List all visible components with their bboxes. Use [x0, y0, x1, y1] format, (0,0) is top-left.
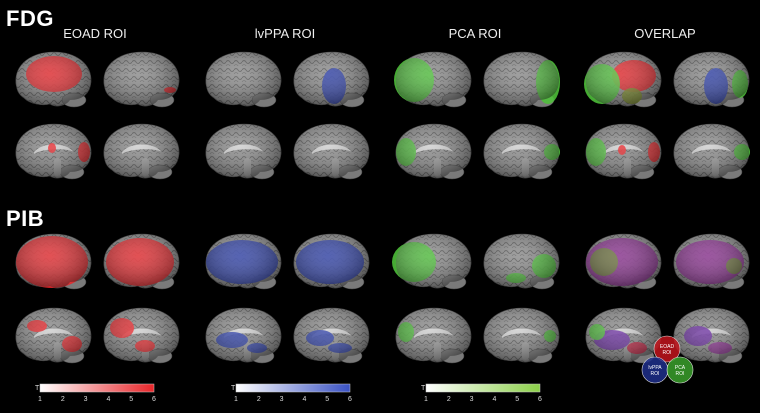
colorbar-tick-2-2: 3	[470, 396, 474, 403]
brain-ML-fdg-col0	[15, 123, 92, 180]
brain-ML-pib-col2	[395, 307, 472, 364]
colorbar-gradient-0	[39, 383, 155, 393]
brain-MR-fdg-col0	[103, 123, 180, 180]
colorbar-tick-2-0: 1	[424, 396, 428, 403]
brain-ML-pib-col3	[585, 307, 662, 364]
fdg-section-label: FDG	[6, 6, 54, 31]
colorbar-tick-2-4: 5	[515, 396, 519, 403]
colorbar-gradient-2	[425, 383, 541, 393]
brain-L-pib-col2	[392, 233, 472, 290]
brain-L-pib-col0	[15, 233, 92, 290]
brain-L-pib-col3	[585, 233, 662, 290]
colorbar-0: T 1 2 3 4 5 6	[35, 383, 156, 403]
brain-R-fdg-col1	[293, 51, 370, 108]
colorbar-tick-2-3: 4	[492, 396, 496, 403]
brain-ML-pib-col0	[15, 307, 92, 364]
brain-R-fdg-col2	[483, 51, 560, 108]
brain-R-pib-col0	[103, 233, 180, 290]
colorbar-gradient-1	[235, 383, 351, 393]
brain-MR-pib-col3	[673, 307, 750, 364]
column-header-lvppa: lvPPA ROI	[254, 26, 316, 41]
colorbar-tick-1-3: 4	[302, 396, 306, 403]
venn-label-2-line2: ROI	[676, 371, 685, 377]
brain-L-fdg-col2	[394, 51, 472, 108]
brain-MR-fdg-col2	[483, 123, 560, 180]
brain-L-fdg-col3	[584, 51, 662, 108]
colorbar-tick-1-1: 2	[257, 396, 261, 403]
column-header-overlap: OVERLAP	[634, 26, 696, 41]
venn-label-0-line2: ROI	[663, 350, 672, 356]
venn-label-0-line1: EOAD	[660, 344, 675, 350]
colorbar-tick-0-5: 6	[152, 396, 156, 403]
colorbar-axis-label-1: T	[231, 385, 236, 392]
brain-MR-fdg-col1	[293, 123, 370, 180]
venn-label-2-line1: PCA	[675, 365, 686, 371]
brain-L-fdg-col0	[15, 51, 92, 108]
brain-ML-pib-col1	[205, 307, 282, 364]
colorbar-tick-0-2: 3	[84, 396, 88, 403]
brain-MR-pib-col2	[483, 307, 560, 364]
colorbar-tick-2-5: 6	[538, 396, 542, 403]
colorbar-axis-label-0: T	[35, 385, 40, 392]
brain-L-pib-col1	[205, 233, 282, 290]
brain-MR-pib-col0	[103, 307, 180, 364]
colorbar-1: T 1 2 3 4 5 6	[231, 383, 352, 403]
colorbar-tick-0-0: 1	[38, 396, 42, 403]
colorbar-tick-1-5: 6	[348, 396, 352, 403]
brain-R-pib-col2	[483, 233, 560, 290]
brain-MR-pib-col1	[293, 307, 370, 364]
colorbar-2: T 1 2 3 4 5 6	[421, 383, 542, 403]
colorbar-tick-1-2: 3	[280, 396, 284, 403]
brain-R-pib-col3	[673, 233, 750, 290]
colorbar-tick-1-0: 1	[234, 396, 238, 403]
column-header-pca: PCA ROI	[448, 26, 502, 41]
brain-R-fdg-col0	[103, 51, 180, 108]
brain-R-fdg-col3	[673, 51, 750, 108]
column-header-eoad: EOAD ROI	[63, 26, 127, 41]
brain-MR-fdg-col3	[673, 123, 750, 180]
pib-section-label: PIB	[6, 206, 45, 231]
colorbar-tick-1-4: 5	[325, 396, 329, 403]
colorbar-axis-label-2: T	[421, 385, 426, 392]
brain-ML-fdg-col3	[585, 123, 662, 180]
brain-ML-fdg-col1	[205, 123, 282, 180]
brain-L-fdg-col1	[205, 51, 282, 108]
brain-R-pib-col1	[293, 233, 370, 290]
colorbar-tick-0-1: 2	[61, 396, 65, 403]
brain-ML-fdg-col2	[395, 123, 472, 180]
colorbar-tick-2-1: 2	[447, 396, 451, 403]
venn-label-1-line2: ROI	[651, 371, 660, 377]
venn-label-1-line1: lvPPA	[648, 365, 662, 371]
colorbar-tick-0-3: 4	[106, 396, 110, 403]
colorbar-tick-0-4: 5	[129, 396, 133, 403]
